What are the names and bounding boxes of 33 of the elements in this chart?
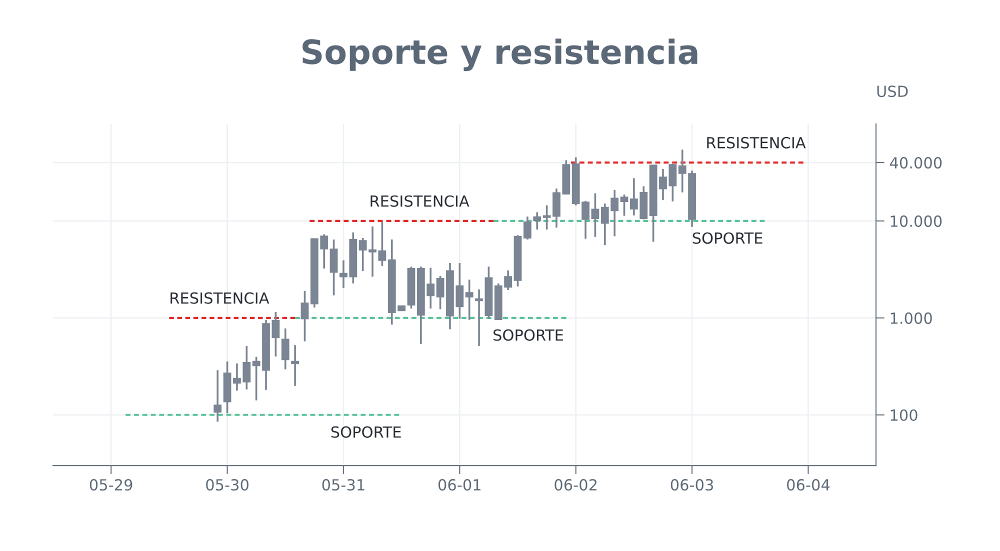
candlestick <box>542 204 551 230</box>
x-tick-label: 06-04 <box>787 479 830 491</box>
x-tick-label: 05-31 <box>322 479 364 491</box>
candlestick <box>291 344 300 387</box>
y-tick-label: 40.000 <box>890 157 942 169</box>
annotation: SOPORTE <box>331 426 401 438</box>
candlestick <box>214 369 222 423</box>
x-tick-label: 06-01 <box>438 479 480 491</box>
candlestick <box>465 278 474 321</box>
candlestick <box>281 328 290 370</box>
y-axis-title: USD <box>877 86 908 98</box>
annotation: SOPORTE <box>494 329 563 341</box>
annotation: SOPORTE <box>692 232 762 244</box>
annotation: RESISTENCIA <box>370 195 470 207</box>
y-tick-label: 10.000 <box>890 215 942 227</box>
candlestick <box>300 290 309 342</box>
x-tick-label: 06-03 <box>670 479 714 491</box>
candlestick <box>330 238 338 296</box>
chart-title: Soporte y resistencia <box>302 38 698 72</box>
x-tick-label: 06-02 <box>554 479 597 491</box>
candlestick <box>620 194 628 217</box>
x-tick-label: 05-29 <box>90 479 132 491</box>
annotation: RESISTENCIA <box>707 136 806 148</box>
y-tick-label: 100 <box>890 409 918 421</box>
candlestick <box>436 275 444 310</box>
candlestick <box>523 216 532 240</box>
candlestick <box>533 211 542 230</box>
x-tick-label: 05-30 <box>206 479 248 491</box>
candlestick <box>378 221 386 267</box>
candlestick <box>475 288 483 347</box>
y-tick-label: 1.000 <box>890 312 932 324</box>
annotation: RESISTENCIA <box>170 292 270 304</box>
candlestick <box>591 192 600 238</box>
